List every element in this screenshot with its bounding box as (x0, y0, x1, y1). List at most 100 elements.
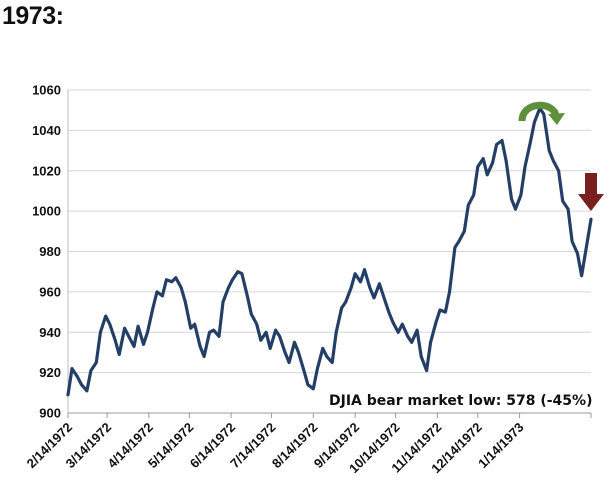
curved-arrow-icon (518, 101, 565, 125)
data-point (359, 280, 362, 283)
data-point (482, 157, 485, 160)
data-point (344, 300, 347, 304)
data-point (193, 323, 196, 326)
data-point (127, 335, 130, 338)
data-point (146, 331, 149, 334)
x-tick-labels: 2/14/19723/14/19724/14/19725/14/19726/14… (24, 413, 592, 476)
y-tick-label: 1000 (32, 204, 61, 219)
y-tick-label: 960 (39, 284, 61, 299)
data-point (420, 355, 423, 358)
data-point (557, 169, 560, 172)
data-point (514, 207, 517, 211)
data-point (293, 341, 296, 344)
data-point (104, 314, 107, 318)
data-point (472, 193, 475, 197)
data-point (151, 306, 155, 310)
data-point (114, 339, 117, 342)
axes (67, 90, 591, 414)
data-point (410, 341, 413, 344)
down-arrow-icon (578, 173, 604, 211)
data-point (85, 389, 89, 392)
data-point (274, 329, 277, 332)
data-point (533, 121, 536, 124)
data-point (406, 335, 409, 338)
data-point (378, 282, 381, 285)
y-tick-label: 980 (39, 244, 61, 259)
data-point (76, 375, 79, 378)
data-point (170, 280, 173, 283)
data-point (208, 331, 211, 334)
data-point (66, 393, 70, 396)
data-point (585, 242, 589, 245)
data-point (566, 207, 570, 211)
data-point (302, 369, 306, 372)
data-point (467, 203, 470, 207)
data-point (438, 308, 442, 312)
data-point (155, 290, 159, 294)
data-point (264, 331, 268, 334)
data-point (542, 113, 545, 116)
chart-heading: 1973: (2, 2, 64, 30)
data-point (189, 327, 192, 330)
data-point (297, 351, 300, 354)
data-point (108, 323, 112, 326)
data-point (444, 310, 447, 314)
data-point (212, 329, 215, 332)
chart-annotation: DJIA bear market low: 578 (-45%) (329, 393, 592, 409)
data-point (321, 347, 324, 350)
data-point (425, 369, 428, 372)
data-point (335, 331, 338, 334)
data-point (372, 296, 376, 300)
data-point (576, 252, 579, 255)
data-point (448, 290, 451, 294)
data-point (552, 159, 555, 162)
data-point (495, 143, 498, 146)
data-point (340, 306, 343, 310)
data-point (491, 161, 494, 164)
data-point (589, 218, 593, 221)
data-point (287, 361, 291, 364)
data-point (221, 300, 225, 304)
gridlines (68, 89, 591, 414)
data-point (180, 286, 183, 289)
data-point (118, 353, 121, 356)
data-point (236, 270, 239, 273)
data-point (231, 278, 234, 281)
y-tick-labels: 900 920 940 960 980 1000 1020 1040 1060 (32, 83, 61, 421)
data-point (476, 165, 479, 168)
data-point (278, 335, 281, 338)
data-point (580, 274, 583, 277)
data-point (561, 199, 564, 203)
data-point (240, 272, 244, 275)
data-point (325, 355, 328, 358)
data-point (397, 331, 400, 334)
y-tick-label: 1020 (32, 163, 61, 178)
data-point (70, 367, 74, 370)
data-point (174, 276, 177, 279)
data-point (269, 347, 272, 350)
data-point (453, 246, 457, 249)
y-tick-label: 1040 (32, 123, 61, 138)
data-point (99, 331, 102, 334)
data-point (382, 294, 385, 298)
data-point (161, 294, 164, 298)
data-point (132, 345, 136, 348)
data-point (184, 300, 187, 304)
data-point (368, 286, 372, 289)
data-point (349, 286, 353, 289)
data-point (415, 329, 419, 332)
data-point (387, 310, 390, 314)
series-line (66, 106, 593, 397)
data-point (529, 141, 532, 144)
data-point (570, 240, 574, 243)
data-point (250, 312, 253, 316)
data-point (429, 341, 432, 344)
data-point (312, 387, 315, 390)
data-point (486, 173, 489, 176)
y-tick-label: 900 (39, 406, 61, 421)
data-point (259, 339, 262, 342)
data-point (227, 286, 230, 289)
data-point (283, 351, 287, 354)
data-point (463, 230, 466, 233)
